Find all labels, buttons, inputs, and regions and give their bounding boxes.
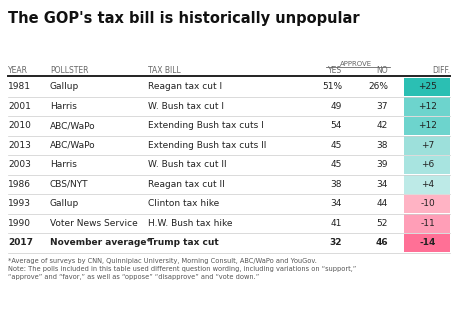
Text: 52: 52 [376,219,387,228]
Text: 1986: 1986 [8,180,31,189]
Text: NO: NO [375,66,387,75]
Text: ABC/WaPo: ABC/WaPo [50,141,95,150]
Bar [403,194,449,213]
Text: -11: -11 [420,219,434,228]
Bar [403,155,449,174]
Text: YEAR: YEAR [8,66,28,75]
Text: Note: The polls included in this table used different question wording, includin: Note: The polls included in this table u… [8,265,355,272]
Text: Extending Bush tax cuts II: Extending Bush tax cuts II [148,141,266,150]
Text: H.W. Bush tax hike: H.W. Bush tax hike [148,219,232,228]
Bar [403,78,449,96]
Text: 26%: 26% [367,82,387,91]
Text: 41: 41 [330,219,341,228]
Text: 45: 45 [330,160,341,169]
Text: 45: 45 [330,141,341,150]
Text: +12: +12 [418,121,437,130]
Text: +7: +7 [420,141,434,150]
Text: Voter News Service: Voter News Service [50,219,137,228]
Text: 37: 37 [375,102,387,111]
Text: 44: 44 [376,199,387,208]
Text: +12: +12 [418,102,437,111]
Text: CBS/NYT: CBS/NYT [50,180,88,189]
Text: November average*: November average* [50,238,151,247]
Text: Gallup: Gallup [50,199,79,208]
Text: 32: 32 [329,238,341,247]
Text: 34: 34 [376,180,387,189]
Text: W. Bush tax cut II: W. Bush tax cut II [148,160,226,169]
Text: 38: 38 [330,180,341,189]
Text: Reagan tax cut II: Reagan tax cut II [148,180,224,189]
Bar [403,175,449,193]
Text: *Average of surveys by CNN, Quinnipiac University, Morning Consult, ABC/WaPo and: *Average of surveys by CNN, Quinnipiac U… [8,257,316,264]
Text: APPROVE: APPROVE [340,61,372,67]
Text: 2017: 2017 [8,238,33,247]
Text: 2013: 2013 [8,141,31,150]
Text: 34: 34 [330,199,341,208]
Bar [403,116,449,135]
Text: -14: -14 [419,238,435,247]
Text: 2001: 2001 [8,102,31,111]
Text: 2010: 2010 [8,121,31,130]
Text: 38: 38 [375,141,387,150]
Text: DIFF.: DIFF. [431,66,449,75]
Text: POLLSTER: POLLSTER [50,66,88,75]
Text: Harris: Harris [50,102,77,111]
Text: YES: YES [327,66,341,75]
Text: Clinton tax hike: Clinton tax hike [148,199,219,208]
Text: 1981: 1981 [8,82,31,91]
Text: 46: 46 [375,238,387,247]
Text: Gallup: Gallup [50,82,79,91]
Text: “approve” and “favor,” as well as “oppose” “disapprove” and “vote down.”: “approve” and “favor,” as well as “oppos… [8,273,259,280]
Text: Extending Bush tax cuts I: Extending Bush tax cuts I [148,121,263,130]
Text: +4: +4 [420,180,434,189]
Text: +25: +25 [418,82,437,91]
Text: +6: +6 [420,160,434,169]
Text: 1990: 1990 [8,219,31,228]
Text: W. Bush tax cut I: W. Bush tax cut I [148,102,224,111]
Text: 49: 49 [330,102,341,111]
Text: Harris: Harris [50,160,77,169]
Text: ABC/WaPo: ABC/WaPo [50,121,95,130]
Text: Trump tax cut: Trump tax cut [148,238,218,247]
Text: 42: 42 [376,121,387,130]
Bar [403,97,449,116]
Text: 2003: 2003 [8,160,31,169]
Text: 1993: 1993 [8,199,31,208]
Text: -10: -10 [420,199,434,208]
Text: 39: 39 [375,160,387,169]
Text: 54: 54 [330,121,341,130]
Bar [403,136,449,154]
Text: TAX BILL: TAX BILL [148,66,180,75]
Text: Reagan tax cut I: Reagan tax cut I [148,82,222,91]
Bar [403,234,449,252]
Text: The GOP's tax bill is historically unpopular: The GOP's tax bill is historically unpop… [8,11,359,26]
Bar [403,214,449,232]
Text: 51%: 51% [321,82,341,91]
